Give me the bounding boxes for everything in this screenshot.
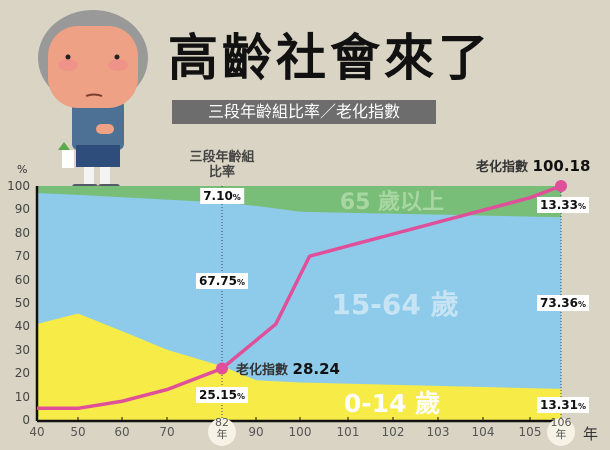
x-tick-label: 106 — [550, 416, 572, 429]
aging-index-point-82 — [216, 362, 228, 375]
band-label-working: 15-64 歲 — [331, 288, 459, 321]
x-tick-label: 50 — [70, 425, 86, 439]
x-tick-label: 101 — [336, 425, 360, 439]
value-106-old: 13.33% — [537, 197, 589, 213]
year-circle-82 — [208, 418, 236, 446]
y-axis-unit: % — [17, 163, 28, 176]
x-tick-label: 40 — [29, 425, 45, 439]
value-106-young: 13.31% — [537, 397, 589, 413]
aging-index-106-label: 老化指數 100.18 — [476, 157, 591, 175]
band-label-young: 0-14 歲 — [343, 389, 441, 418]
aging-index-point-106 — [555, 180, 567, 192]
x-tick-label: 90 — [248, 425, 264, 439]
x-tick-label: 82 — [215, 416, 229, 429]
x-tick-label: 105 — [518, 425, 542, 439]
y-tick-label: 50 — [14, 296, 30, 310]
year-suffix: 年 — [555, 428, 567, 441]
y-tick-label: 30 — [14, 342, 30, 357]
year-circle-106 — [547, 418, 575, 446]
x-tick-label: 103 — [426, 425, 450, 439]
x-axis-unit: 年 — [583, 425, 599, 443]
x-tick-label: 60 — [114, 425, 130, 439]
y-tick-label: 80 — [14, 225, 30, 240]
x-tick-highlight: 82 年 — [215, 417, 229, 441]
y-tick-label: 40 — [14, 319, 30, 334]
value-106-working: 73.36% — [537, 295, 589, 311]
x-tick-label: 100 — [288, 425, 312, 439]
band-label-old: 65 歲以上 — [339, 190, 445, 215]
area-0-14 — [37, 313, 561, 420]
column-header: 三段年齡組 比率 — [189, 150, 255, 180]
x-tick-label: 104 — [471, 425, 495, 439]
y-tick-label: 0 — [22, 413, 30, 427]
aging-index-82-label: 老化指數 28.24 — [236, 360, 340, 378]
subtitle-banner: 三段年齡組比率／老化指數 — [172, 100, 436, 124]
x-tick-label: 70 — [159, 425, 175, 439]
value-82-working: 67.75% — [196, 273, 248, 289]
page-title: 高齡社會來了 — [168, 29, 492, 87]
year-suffix: 年 — [216, 428, 228, 441]
y-tick-label: 100 — [7, 179, 30, 193]
y-tick-label: 90 — [14, 202, 30, 217]
y-tick-label: 10 — [14, 389, 30, 404]
x-tick-highlight: 106 年 — [551, 417, 572, 441]
y-tick-label: 20 — [14, 366, 30, 381]
y-tick-label: 60 — [14, 272, 30, 287]
y-tick-label: 70 — [14, 249, 30, 264]
area-65-plus — [37, 186, 561, 218]
value-82-young: 25.15% — [196, 387, 248, 403]
value-82-old: 7.10% — [200, 188, 244, 204]
x-tick-label: 102 — [381, 425, 405, 439]
